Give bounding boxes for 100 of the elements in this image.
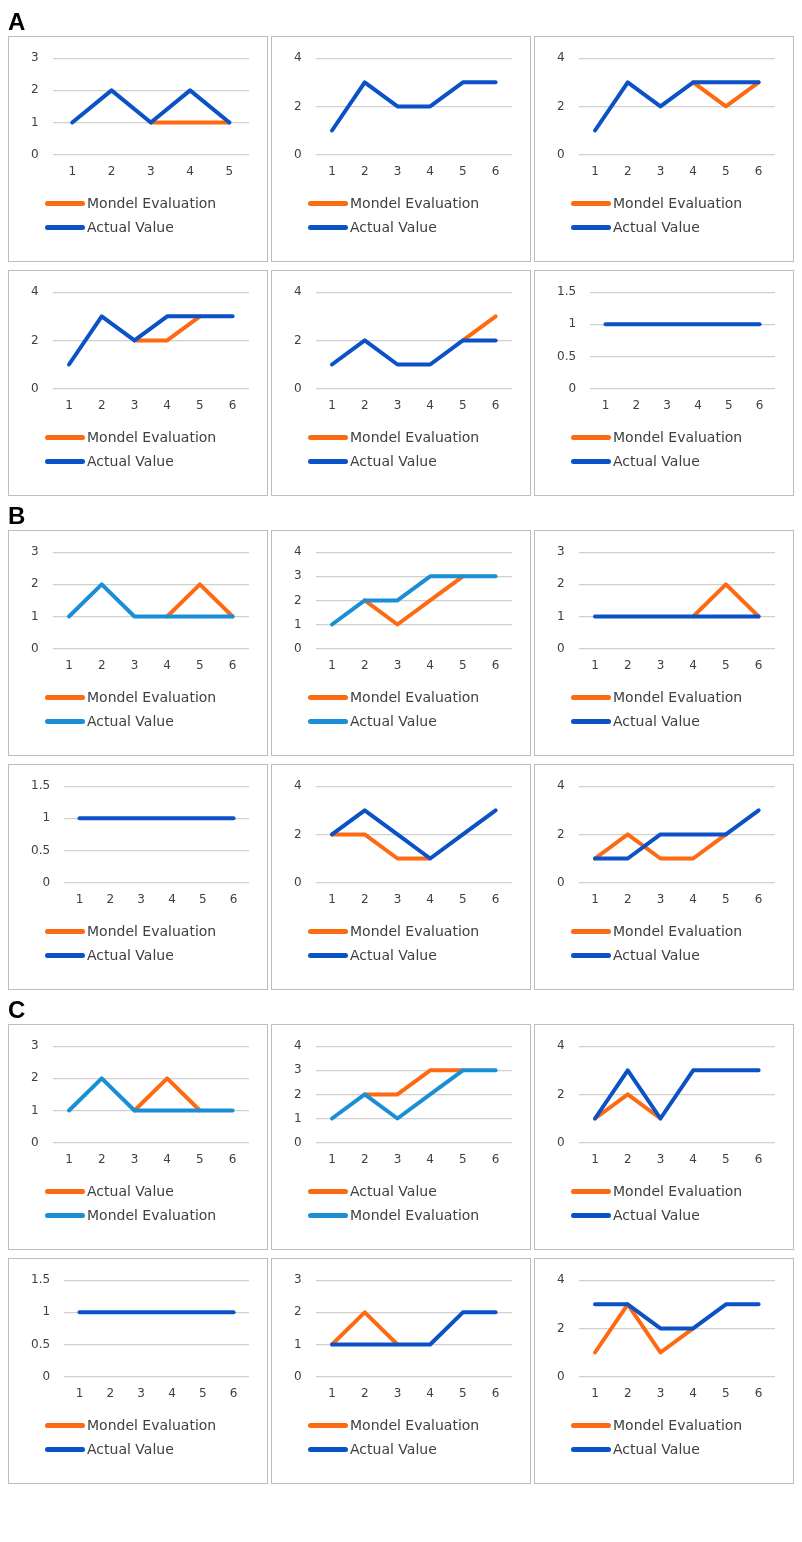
x-tick-label: 3 [130, 657, 139, 672]
x-tick-label: 3 [663, 397, 671, 412]
legend-label: Mondel Evaluation [87, 1417, 217, 1433]
y-tick-label: 3 [556, 544, 565, 559]
x-tick-label: 4 [426, 1151, 434, 1166]
x-tick-label: 1 [601, 397, 610, 412]
y-tick-label: 4 [293, 50, 302, 65]
y-tick-label: 0 [293, 1368, 302, 1383]
y-tick-label: 1 [30, 608, 39, 623]
y-tick-label: 1 [293, 1110, 302, 1125]
x-tick-label: 1 [328, 891, 336, 906]
x-tick-label: 5 [722, 1385, 730, 1400]
legend-label: Mondel Evaluation [613, 429, 743, 445]
x-tick-label: 1 [591, 1151, 599, 1166]
x-tick-label: 4 [163, 657, 171, 672]
legend-label: Mondel Evaluation [350, 923, 480, 939]
x-tick-label: 6 [754, 657, 763, 672]
x-tick-label: 2 [360, 1385, 369, 1400]
legend-label: Mondel Evaluation [350, 429, 480, 445]
x-tick-label: 1 [75, 1385, 84, 1400]
x-tick-label: 3 [393, 891, 402, 906]
legend-label: Actual Value [350, 947, 437, 963]
x-tick-label: 1 [328, 1151, 336, 1166]
y-tick-label: 4 [30, 284, 39, 299]
x-tick-label: 4 [426, 657, 434, 672]
x-tick-label: 4 [689, 163, 697, 178]
x-tick-label: 4 [689, 657, 697, 672]
legend-label: Mondel Evaluation [613, 195, 743, 211]
x-tick-label: 5 [459, 163, 467, 178]
x-tick-label: 4 [168, 891, 176, 906]
y-tick-label: 2 [556, 826, 565, 841]
y-tick-label: 0.5 [30, 842, 51, 857]
x-tick-label: 6 [228, 657, 237, 672]
x-tick-label: 3 [393, 397, 402, 412]
y-tick-label: 3 [30, 50, 39, 65]
legend-label: Actual Value [613, 1441, 700, 1457]
y-tick-label: 2 [293, 826, 302, 841]
legend-label: Actual Value [87, 453, 174, 469]
x-tick-label: 6 [491, 163, 500, 178]
legend-label: Actual Value [613, 713, 700, 729]
y-tick-label: 2 [556, 576, 565, 591]
y-tick-label: 4 [556, 1038, 565, 1053]
y-tick-label: 0 [293, 640, 302, 655]
y-tick-label: 4 [293, 284, 302, 299]
x-tick-label: 6 [491, 397, 500, 412]
y-tick-label: 0 [568, 380, 577, 395]
y-tick-label: 2 [30, 1070, 39, 1085]
x-tick-label: 4 [186, 163, 194, 178]
x-tick-label: 1 [75, 891, 84, 906]
x-tick-label: 4 [694, 397, 702, 412]
x-tick-label: 1 [65, 1151, 73, 1166]
x-tick-label: 4 [168, 1385, 176, 1400]
y-tick-label: 0 [30, 1134, 39, 1149]
x-tick-label: 6 [229, 1385, 238, 1400]
legend-label: Mondel Evaluation [613, 1417, 743, 1433]
y-tick-label: 0 [293, 1134, 302, 1149]
x-tick-label: 4 [689, 1385, 697, 1400]
x-tick-label: 2 [97, 657, 106, 672]
x-tick-label: 5 [459, 1151, 467, 1166]
y-tick-label: 1 [42, 1304, 51, 1319]
x-tick-label: 3 [656, 657, 665, 672]
x-tick-label: 6 [229, 891, 238, 906]
x-tick-label: 3 [130, 1151, 139, 1166]
x-tick-label: 2 [623, 891, 632, 906]
y-tick-label: 1 [293, 616, 302, 631]
legend-label: Actual Value [87, 219, 174, 235]
x-tick-label: 4 [689, 891, 697, 906]
y-tick-label: 1.5 [556, 284, 577, 299]
x-tick-label: 2 [106, 1385, 115, 1400]
legend-label: Actual Value [613, 1207, 700, 1223]
x-tick-label: 6 [754, 1385, 763, 1400]
y-tick-label: 3 [293, 568, 302, 583]
x-tick-label: 2 [97, 397, 106, 412]
y-tick-label: 0 [42, 1368, 51, 1383]
legend-label: Mondel Evaluation [613, 923, 743, 939]
x-tick-label: 2 [360, 397, 369, 412]
y-tick-label: 1 [30, 1102, 39, 1117]
x-tick-label: 6 [754, 1151, 763, 1166]
x-tick-label: 3 [656, 163, 665, 178]
x-tick-label: 2 [360, 657, 369, 672]
x-tick-label: 3 [393, 163, 402, 178]
y-tick-label: 2 [293, 98, 302, 113]
legend-label: Mondel Evaluation [350, 1207, 480, 1223]
y-tick-label: 0.5 [556, 348, 577, 363]
legend-label: Actual Value [350, 453, 437, 469]
x-tick-label: 1 [328, 163, 336, 178]
x-tick-label: 4 [426, 891, 434, 906]
y-tick-label: 4 [556, 1272, 565, 1287]
y-tick-label: 0 [556, 1368, 565, 1383]
x-tick-label: 3 [137, 1385, 145, 1400]
y-tick-label: 0 [293, 380, 302, 395]
legend-label: Mondel Evaluation [350, 1417, 480, 1433]
chart-title: A [8, 8, 27, 36]
y-tick-label: 2 [30, 82, 39, 97]
x-tick-label: 5 [459, 891, 467, 906]
y-tick-label: 0 [30, 146, 39, 161]
x-tick-label: 5 [198, 891, 207, 906]
y-tick-label: 4 [293, 1038, 302, 1053]
x-tick-label: 6 [755, 397, 764, 412]
x-tick-label: 3 [137, 891, 145, 906]
